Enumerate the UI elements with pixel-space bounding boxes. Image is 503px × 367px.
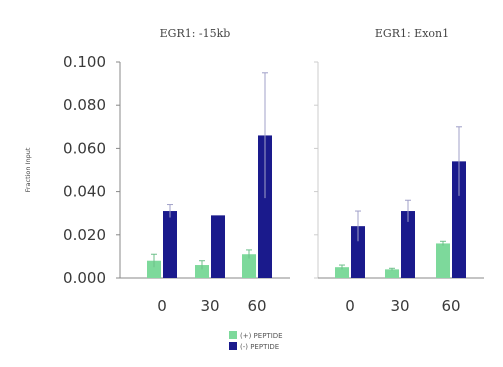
x-tick-label: 60 <box>247 297 266 315</box>
x-tick-label: 60 <box>441 297 460 315</box>
y-tick-label: 0.060 <box>63 139 106 157</box>
bar <box>385 269 399 278</box>
x-tick-label: 0 <box>157 297 167 315</box>
legend-swatch <box>229 342 237 350</box>
x-tick-label: 0 <box>345 297 355 315</box>
y-tick-label: 0.000 <box>63 269 106 287</box>
bar <box>452 161 466 278</box>
panel-title: EGR1: Exon1 <box>375 27 449 40</box>
bar <box>401 211 415 278</box>
y-tick-label: 0.020 <box>63 226 106 244</box>
y-tick-label: 0.080 <box>63 96 106 114</box>
y-tick-label: 0.100 <box>63 53 106 71</box>
bar <box>195 265 209 278</box>
bar <box>147 260 161 278</box>
x-tick-label: 30 <box>390 297 409 315</box>
panel-title: EGR1: -15kb <box>160 27 231 40</box>
bar <box>335 267 349 278</box>
bar <box>436 243 450 278</box>
bar <box>211 215 225 278</box>
y-axis-label: Fraction Input <box>24 147 32 192</box>
y-tick-label: 0.040 <box>63 183 106 201</box>
bar <box>351 226 365 278</box>
x-tick-label: 30 <box>200 297 219 315</box>
legend-label: (+) PEPTIDE <box>240 332 283 340</box>
bar <box>258 135 272 278</box>
bar <box>242 254 256 278</box>
legend-swatch <box>229 331 237 339</box>
legend-label: (-) PEPTIDE <box>240 343 279 351</box>
bar <box>163 211 177 278</box>
